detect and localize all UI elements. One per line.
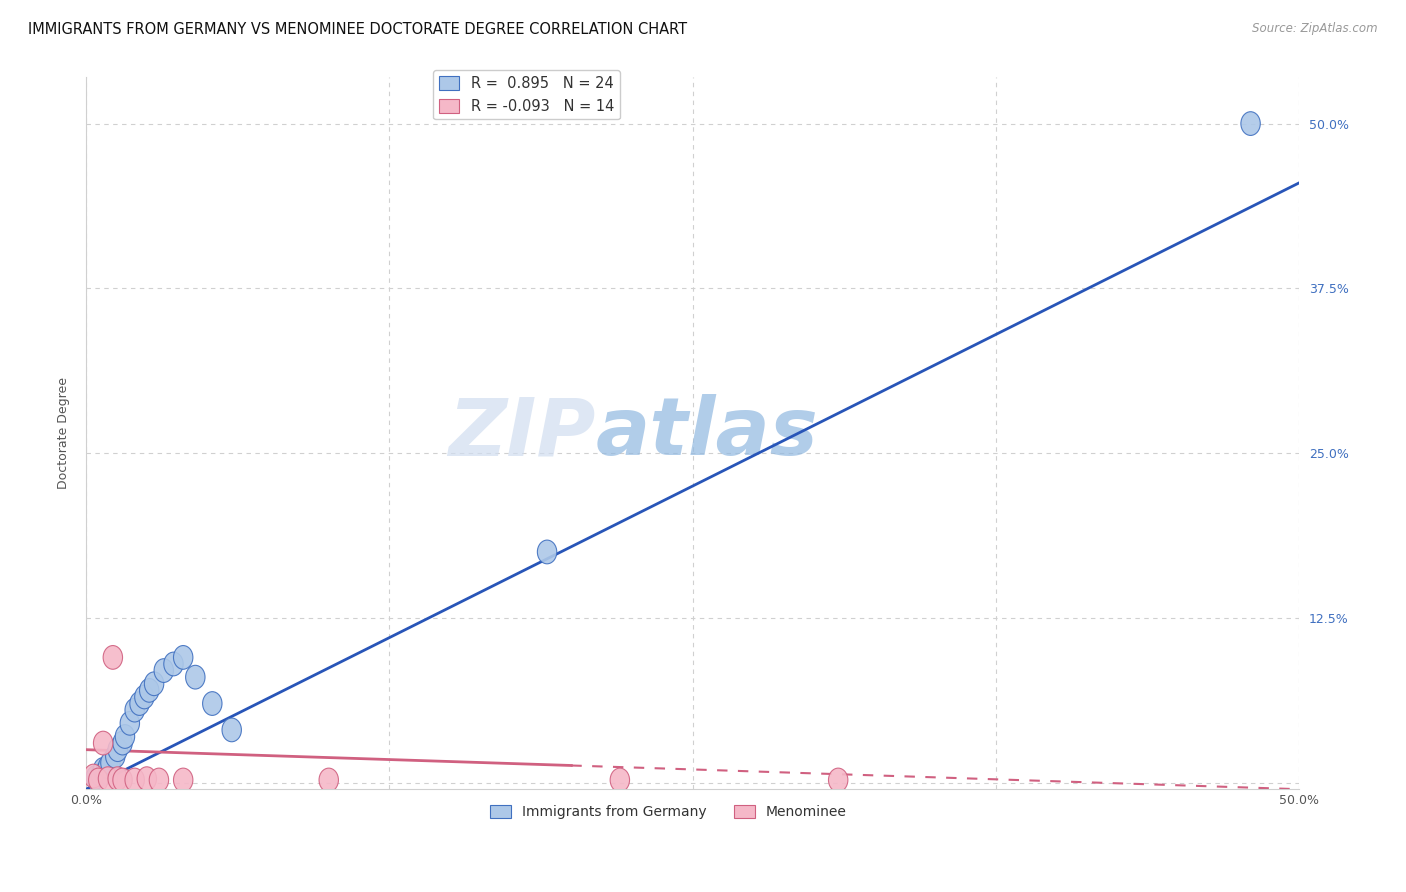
Ellipse shape xyxy=(610,768,630,792)
Ellipse shape xyxy=(108,738,128,762)
Ellipse shape xyxy=(98,767,118,790)
Ellipse shape xyxy=(93,757,112,781)
Ellipse shape xyxy=(96,760,115,784)
Ellipse shape xyxy=(145,672,163,696)
Ellipse shape xyxy=(135,685,155,709)
Ellipse shape xyxy=(89,768,108,792)
Legend: Immigrants from Germany, Menominee: Immigrants from Germany, Menominee xyxy=(484,799,852,825)
Ellipse shape xyxy=(222,718,242,742)
Ellipse shape xyxy=(537,540,557,564)
Ellipse shape xyxy=(138,767,156,790)
Text: ZIP: ZIP xyxy=(449,394,596,473)
Ellipse shape xyxy=(120,712,139,735)
Ellipse shape xyxy=(86,765,105,789)
Ellipse shape xyxy=(115,724,135,748)
Y-axis label: Doctorate Degree: Doctorate Degree xyxy=(58,377,70,490)
Ellipse shape xyxy=(98,755,118,779)
Ellipse shape xyxy=(129,691,149,715)
Ellipse shape xyxy=(1241,112,1260,136)
Ellipse shape xyxy=(108,767,128,790)
Ellipse shape xyxy=(93,731,112,755)
Ellipse shape xyxy=(112,768,132,792)
Ellipse shape xyxy=(112,731,132,755)
Ellipse shape xyxy=(186,665,205,689)
Ellipse shape xyxy=(828,768,848,792)
Ellipse shape xyxy=(125,768,145,792)
Ellipse shape xyxy=(319,768,339,792)
Ellipse shape xyxy=(173,768,193,792)
Ellipse shape xyxy=(155,658,173,682)
Ellipse shape xyxy=(149,768,169,792)
Text: IMMIGRANTS FROM GERMANY VS MENOMINEE DOCTORATE DEGREE CORRELATION CHART: IMMIGRANTS FROM GERMANY VS MENOMINEE DOC… xyxy=(28,22,688,37)
Ellipse shape xyxy=(91,763,111,787)
Text: Source: ZipAtlas.com: Source: ZipAtlas.com xyxy=(1253,22,1378,36)
Ellipse shape xyxy=(84,764,103,788)
Ellipse shape xyxy=(173,646,193,669)
Ellipse shape xyxy=(139,679,159,702)
Ellipse shape xyxy=(202,691,222,715)
Ellipse shape xyxy=(163,652,183,676)
Text: atlas: atlas xyxy=(596,394,818,473)
Ellipse shape xyxy=(125,698,145,722)
Ellipse shape xyxy=(105,745,125,768)
Ellipse shape xyxy=(101,751,120,775)
Ellipse shape xyxy=(103,646,122,669)
